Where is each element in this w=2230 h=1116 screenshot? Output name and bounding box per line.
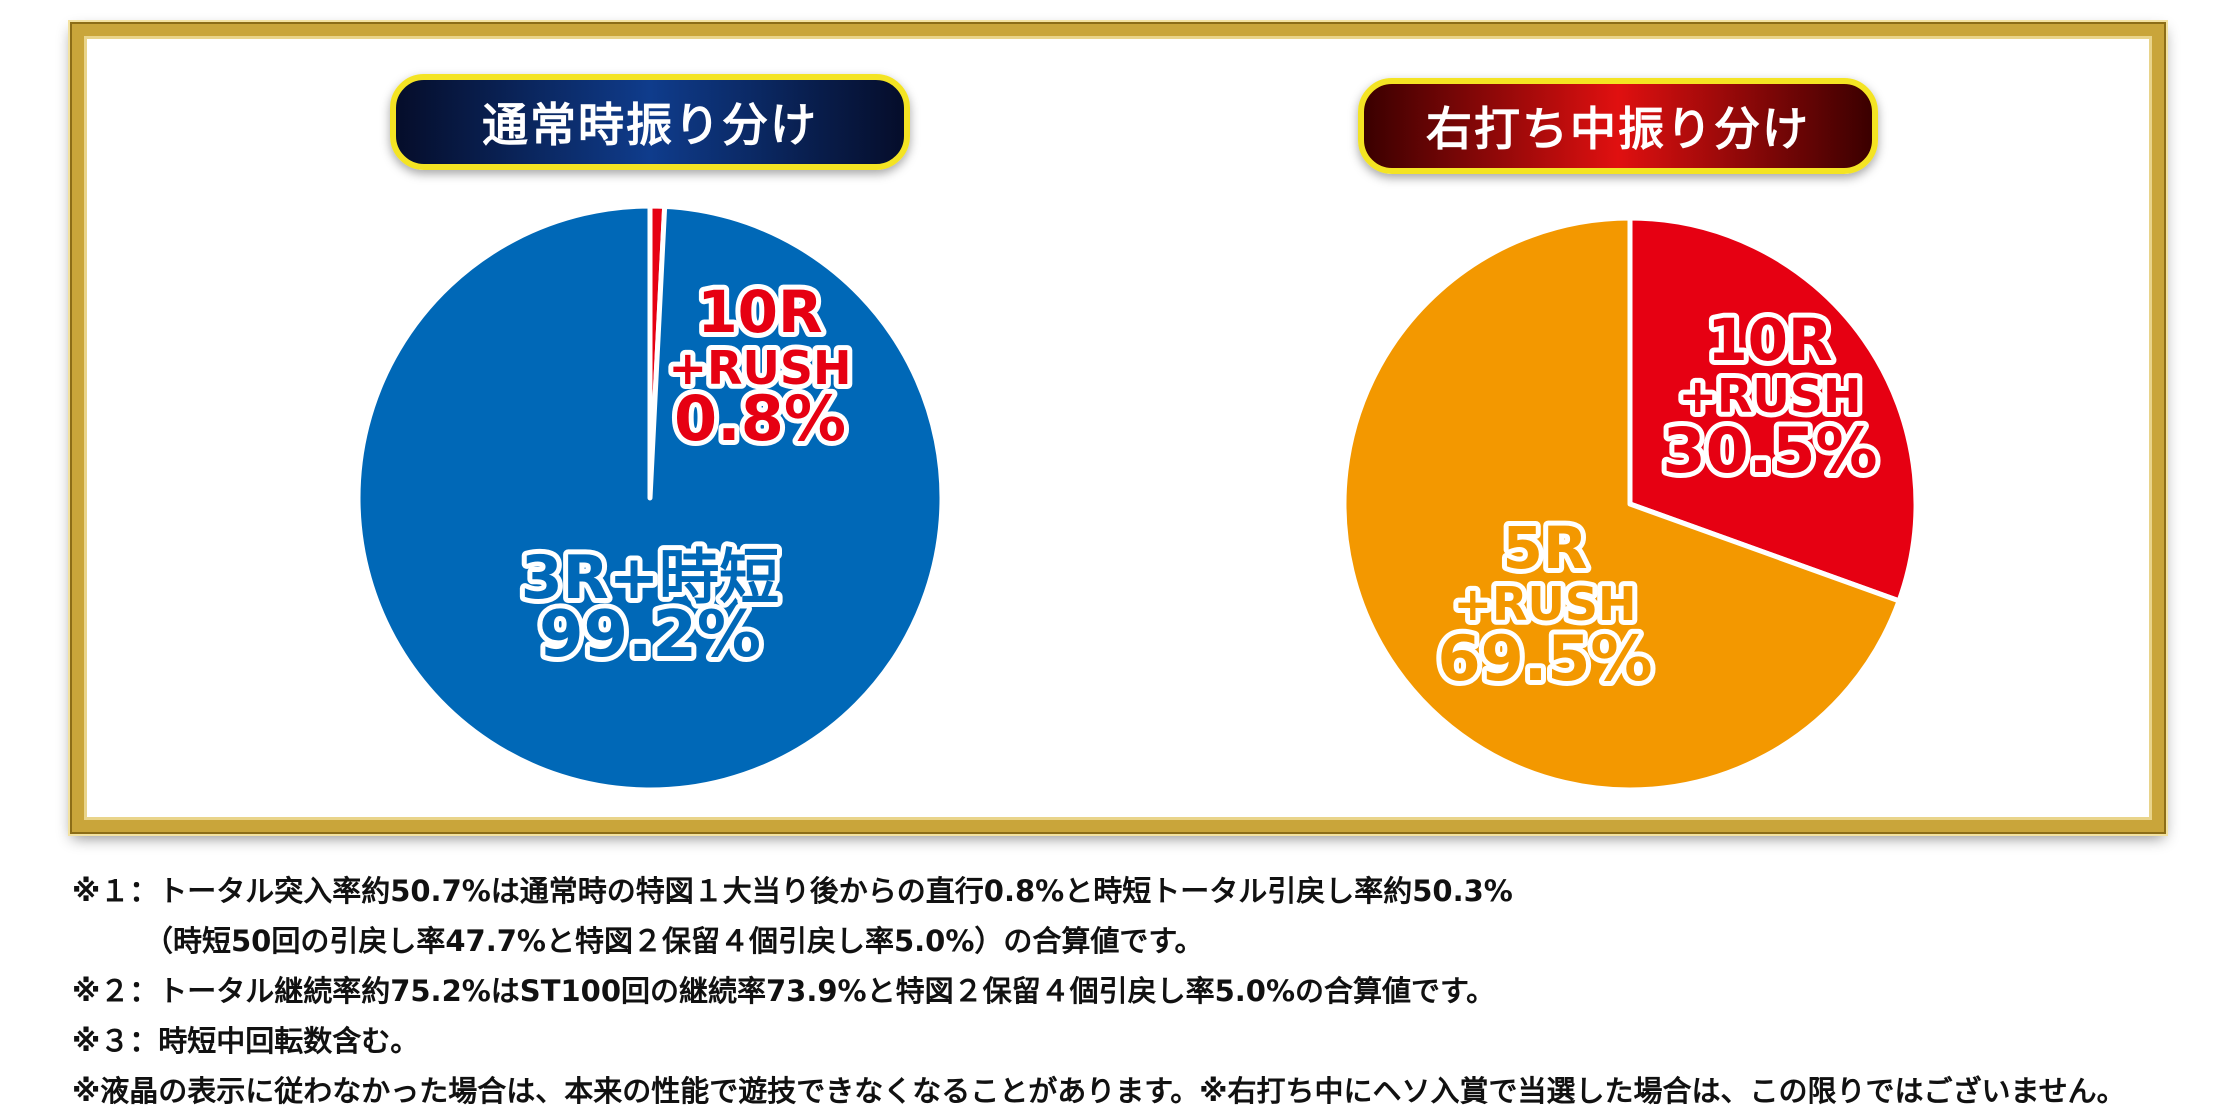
pie-1-slice-0-label-line-0: 10R <box>1707 306 1832 374</box>
footnote-1-continued: （時短50回の引戻し率47.7%と特図２保留４個引戻し率5.0%）の合算値です。 <box>144 924 1204 958</box>
footnote-1: ※１：トータル突入率約50.7%は通常時の特図１大当り後からの直行0.8%と時短… <box>72 874 1513 908</box>
pie-0-slice-0-value-label: 0.8% <box>674 382 846 455</box>
pie-0-slice-1 <box>355 203 945 793</box>
chart-frame-inner-border <box>84 36 2152 820</box>
pie-1-slice-0 <box>1627 215 1919 604</box>
pie-0-slice-0-label-line-1: +RUSH <box>669 341 852 395</box>
pie-1-slice-1 <box>1341 215 1902 793</box>
pie-title-normal: 通常時振り分け <box>390 74 910 170</box>
pie-1-slice-0-value-label: 30.5% <box>1662 414 1877 487</box>
pie-0-slice-0-label-line-0: 10R <box>697 278 822 346</box>
footnote-3: ※３：時短中回転数含む。 <box>72 1024 420 1058</box>
pie-1-slice-0-label-line-1: +RUSH <box>1679 369 1862 423</box>
pie-0-slice-1-value-label: 99.2% <box>539 598 761 672</box>
pie-1-slice-1-label-line-0: 5R <box>1502 514 1587 582</box>
footnotes: ※１：トータル突入率約50.7%は通常時の特図１大当り後からの直行0.8%と時短… <box>72 866 2192 1116</box>
pie-0-slice-1-label-line-0: 3R+時短 <box>521 543 779 613</box>
pie-1-slice-1-value-label: 69.5% <box>1437 622 1652 695</box>
pie-title-right-shot: 右打ち中振り分け <box>1358 78 1878 174</box>
footnote-2: ※２：トータル継続率約75.2%はST100回の継続率73.9%と特図２保留４個… <box>72 974 1496 1008</box>
pie-1-slice-1-label-line-1: +RUSH <box>1454 577 1637 631</box>
footnote-disclaimer: ※液晶の表示に従わなかった場合は、本来の性能で遊技できなくなることがあります。※… <box>72 1074 2126 1108</box>
